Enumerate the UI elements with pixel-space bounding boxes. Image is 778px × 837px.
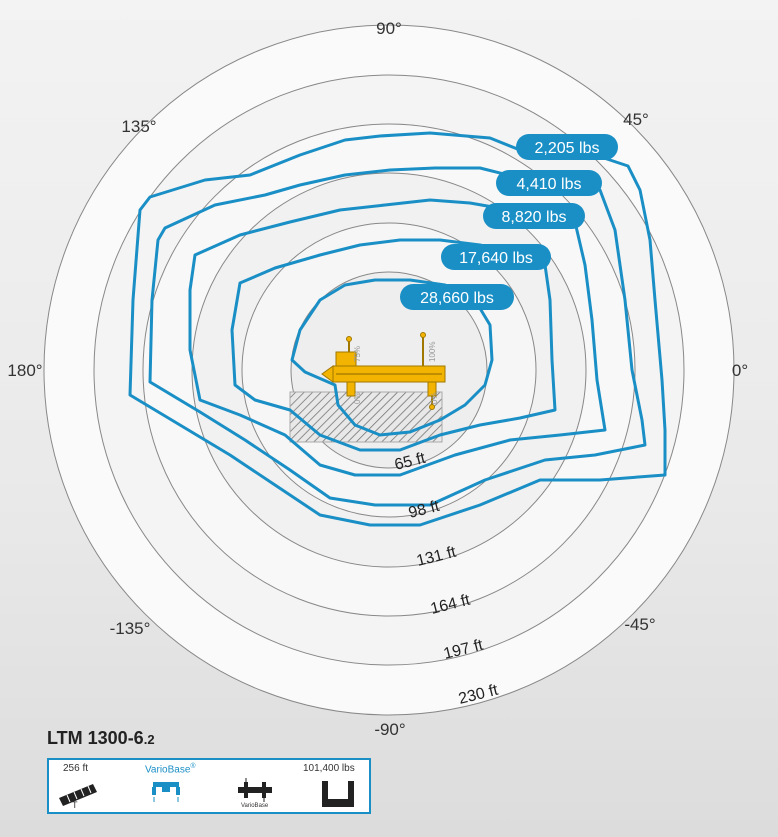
spec-box: 256 ft VarioBase® 101,400 lbs T VarioBas… <box>47 758 371 814</box>
svg-text:17,640 lbs: 17,640 lbs <box>459 250 533 267</box>
svg-text:8,820 lbs: 8,820 lbs <box>502 209 567 226</box>
load-pill-2205: 2,205 lbs <box>516 134 618 160</box>
model-title: LTM 1300-6.2 <box>47 728 155 749</box>
crane-topview-icon <box>238 778 272 802</box>
variobase-mark: ® <box>190 763 196 770</box>
outrigger-pct-rear-left: 0% <box>353 392 362 404</box>
angle-label-90: 90° <box>376 19 402 38</box>
angle-label-minus-45: -45° <box>624 615 655 634</box>
model-suffix: .2 <box>143 732 155 747</box>
variobase-outrigger-icon <box>152 782 180 802</box>
boom-icon-label: T <box>72 800 78 810</box>
angle-label-minus-90: -90° <box>374 720 405 739</box>
load-curve-2205 <box>128 131 667 527</box>
variobase-label: VarioBase® <box>145 763 196 776</box>
load-pill-17640: 17,640 lbs <box>441 244 551 270</box>
model-name: LTM 1300-6 <box>47 728 144 748</box>
svg-text:2,205 lbs: 2,205 lbs <box>535 140 600 157</box>
load-curve-17640 <box>230 238 557 452</box>
load-pill-4410: 4,410 lbs <box>496 170 602 196</box>
angle-label-135: 135° <box>121 117 156 136</box>
angle-label-180: 180° <box>7 361 42 380</box>
support-area <box>289 391 443 443</box>
counterweight-icon <box>322 781 354 807</box>
boom-length: 256 ft <box>63 763 89 774</box>
boom-icon <box>59 784 97 806</box>
load-pill-8820: 8,820 lbs <box>483 203 585 229</box>
variobase-small-label: VarioBase <box>241 803 269 809</box>
angle-label-minus-135: -135° <box>110 619 151 638</box>
crane-body <box>321 332 446 410</box>
load-curve-28660 <box>290 278 494 437</box>
load-pill-28660: 28,660 lbs <box>400 284 514 310</box>
counterweight: 101,400 lbs <box>303 763 355 774</box>
svg-text:28,660 lbs: 28,660 lbs <box>420 290 494 307</box>
angle-label-45: 45° <box>623 110 649 129</box>
outrigger-pct-front-right: 100% <box>428 342 437 362</box>
svg-text:4,410 lbs: 4,410 lbs <box>517 176 582 193</box>
outrigger-pct-rear-right: 0% <box>430 392 439 404</box>
angle-label-0: 0° <box>732 361 748 380</box>
crane-carrier: 75% 100% 0% 0% <box>289 332 446 443</box>
load-curve-4410 <box>148 166 647 507</box>
outrigger-pct-front-left: 75% <box>353 346 362 362</box>
load-curve-8820 <box>188 198 607 477</box>
